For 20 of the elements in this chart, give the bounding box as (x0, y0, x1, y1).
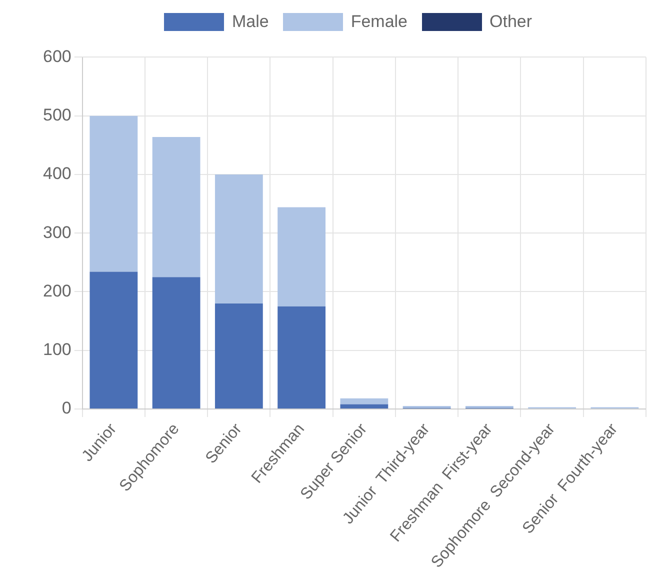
bar (152, 277, 200, 408)
y-tick-label: 400 (42, 164, 72, 184)
y-tick-label: 600 (42, 46, 72, 66)
bar (214, 303, 263, 408)
bar (340, 398, 388, 404)
y-tick-label: 100 (42, 340, 72, 360)
y-tick-label: 0 (62, 398, 72, 418)
bar (278, 306, 326, 408)
legend-label: Female (350, 12, 408, 32)
bar (90, 272, 138, 408)
y-tick-label: 200 (42, 281, 72, 300)
bar (90, 116, 138, 272)
bar (152, 136, 200, 278)
bar (340, 404, 388, 408)
y-tick-label: 500 (42, 106, 72, 125)
bar (278, 207, 326, 306)
y-tick-label: 300 (42, 222, 72, 242)
legend-label: Other (490, 12, 532, 32)
legend-label: Male (232, 12, 269, 32)
bar (214, 174, 263, 304)
